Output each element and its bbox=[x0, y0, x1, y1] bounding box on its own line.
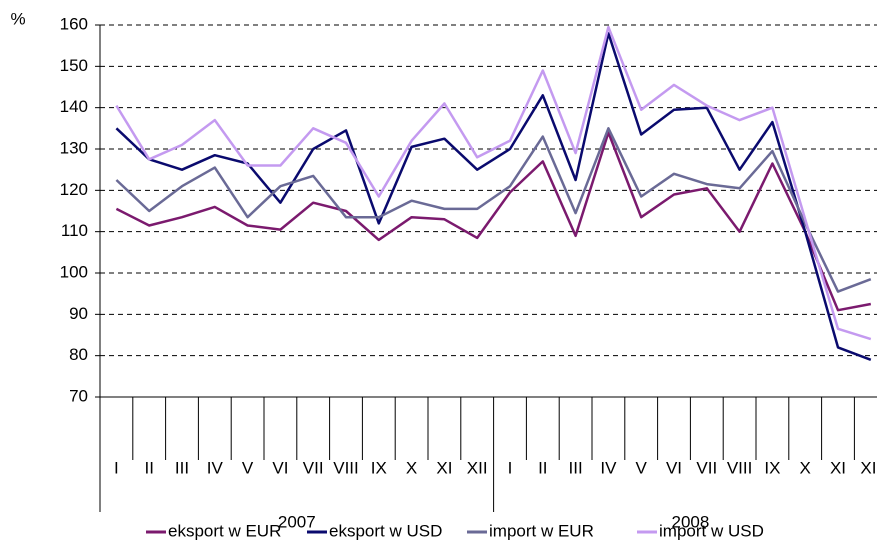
legend-label: import w EUR bbox=[489, 521, 594, 540]
y-tick-label: 160 bbox=[60, 14, 88, 33]
x-tick-label: VII bbox=[696, 458, 717, 477]
x-tick-label: VII bbox=[303, 458, 324, 477]
x-tick-label: I bbox=[508, 458, 513, 477]
legend-label: eksport w USD bbox=[329, 521, 442, 540]
x-tick-label: VIII bbox=[333, 458, 359, 477]
y-tick-label: 130 bbox=[60, 138, 88, 157]
x-tick-label: XII bbox=[860, 458, 877, 477]
x-tick-label: IX bbox=[371, 458, 387, 477]
y-tick-label: 150 bbox=[60, 56, 88, 75]
series-line bbox=[115, 127, 872, 293]
x-tick-label: X bbox=[800, 458, 811, 477]
x-tick-label: IX bbox=[764, 458, 780, 477]
y-tick-label: 90 bbox=[69, 304, 88, 323]
x-tick-label: IV bbox=[207, 458, 224, 477]
x-tick-label: VIII bbox=[727, 458, 753, 477]
x-tick-label: II bbox=[538, 458, 547, 477]
x-tick-label: V bbox=[636, 458, 648, 477]
series-line bbox=[115, 32, 872, 361]
x-tick-label: I bbox=[114, 458, 119, 477]
y-axis-label: % bbox=[10, 9, 25, 28]
y-tick-label: 80 bbox=[69, 345, 88, 364]
legend-label: eksport w EUR bbox=[168, 521, 281, 540]
x-tick-label: XI bbox=[436, 458, 452, 477]
x-tick-label: V bbox=[242, 458, 254, 477]
y-tick-label: 70 bbox=[69, 386, 88, 405]
group-label: 2008 bbox=[671, 512, 709, 531]
x-tick-label: XII bbox=[467, 458, 488, 477]
x-tick-label: XI bbox=[830, 458, 846, 477]
series-line bbox=[115, 25, 872, 341]
group-label: 2007 bbox=[278, 512, 316, 531]
y-tick-label: 110 bbox=[61, 221, 88, 240]
series-line bbox=[115, 131, 872, 312]
x-tick-label: II bbox=[144, 458, 153, 477]
legend-label: import w USD bbox=[659, 521, 764, 540]
x-tick-label: VI bbox=[272, 458, 288, 477]
y-tick-label: 120 bbox=[60, 180, 88, 199]
x-tick-label: IV bbox=[600, 458, 617, 477]
x-tick-label: III bbox=[569, 458, 583, 477]
x-tick-label: III bbox=[175, 458, 189, 477]
y-tick-label: 100 bbox=[60, 262, 88, 281]
y-tick-label: 140 bbox=[60, 97, 88, 116]
x-tick-label: X bbox=[406, 458, 417, 477]
x-tick-label: VI bbox=[666, 458, 682, 477]
